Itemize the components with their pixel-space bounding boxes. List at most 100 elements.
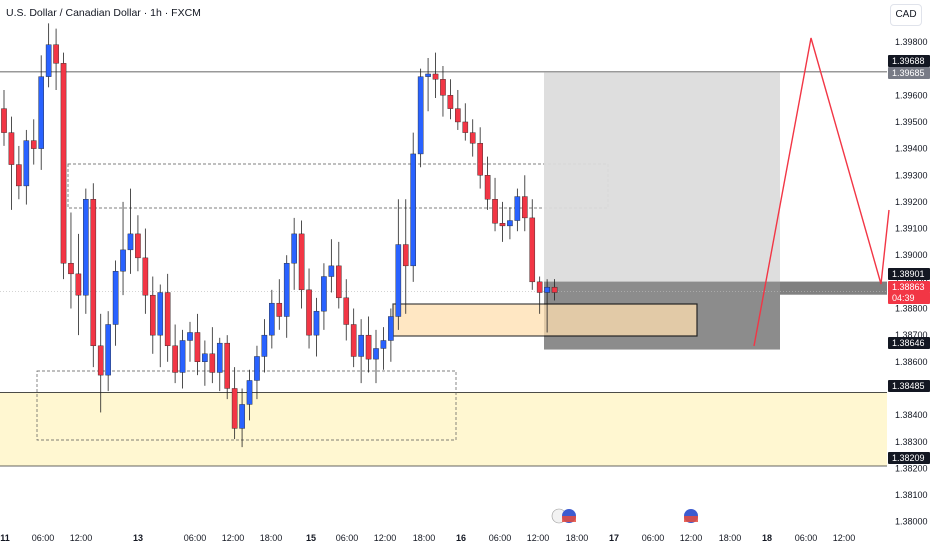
price-tag [888,337,930,349]
candle-body [254,356,260,381]
candle-body [276,302,283,317]
candle [380,327,387,370]
candle [16,145,22,200]
price-tag [888,452,930,464]
candle [276,279,283,330]
candle-body [202,353,208,362]
candle [298,220,305,309]
time-tick-label: 12:00 [833,533,856,543]
candle-body [283,262,290,317]
candle-body [410,153,417,267]
candle-body [313,310,320,336]
price-tick-label: 1.39100 [895,224,928,234]
candle-body [30,140,37,149]
candle-body [447,95,454,109]
flag-stripes [562,516,576,522]
candle-body [187,332,193,341]
currency-button[interactable]: CAD [890,4,922,26]
time-tick-label: 12:00 [222,533,245,543]
price-tag-label: 1.39685 [892,68,925,78]
candle [172,324,178,384]
candle-body [440,79,446,96]
price-tick-label: 1.39300 [895,170,928,180]
candle [358,319,364,384]
candle [75,233,82,336]
candle [120,201,126,296]
candle [224,335,231,400]
candle [291,217,297,290]
price-tag-label: 1.38646 [892,338,925,348]
time-tick-label: 12:00 [70,533,93,543]
price-tick-label: 1.38200 [895,463,928,473]
candle-body [239,404,245,429]
candle-body [417,76,424,155]
price-tick-label: 1.38600 [895,357,928,367]
candle [492,177,498,232]
flag-stripes [684,516,698,522]
candle-body [246,380,253,405]
candle-body [68,262,74,275]
candle [53,28,59,90]
candle-body [469,132,476,144]
candle [38,55,44,170]
candle [536,276,543,314]
candle-body [142,257,149,296]
candle [365,316,372,373]
time-tick-label: 18:00 [413,533,436,543]
candle [90,183,97,368]
time-tick-label: 13 [133,533,143,543]
candle [350,308,357,368]
candle-body [455,108,461,123]
candle-body [38,76,44,149]
price-tag [888,55,930,67]
candle [246,369,253,421]
candle [216,337,223,392]
candle [425,57,431,112]
candle-body [402,244,409,267]
candle [507,207,513,240]
candle [395,199,402,330]
price-tag-label: 04:39 [892,293,915,303]
time-tick-label: 06:00 [642,533,665,543]
candle-body [105,324,111,376]
candle-body [97,345,104,376]
candle [30,119,37,165]
candle-body [127,233,134,251]
price-tick-label: 1.39200 [895,197,928,207]
candle [1,89,7,146]
candle-body [157,292,164,336]
price-tick-label: 1.39400 [895,144,928,154]
time-tick-label: 18 [762,533,772,543]
time-tick-label: 06:00 [489,533,512,543]
candle [8,116,15,210]
candle-body [365,334,372,360]
candle [149,276,156,354]
candle-body [224,342,231,389]
candle [23,129,30,205]
time-tick-label: 16 [456,533,466,543]
candle-body [269,302,275,336]
time-tick-label: 18:00 [260,533,283,543]
demand-zone [0,392,887,467]
candle-body [172,345,178,373]
candle [313,297,320,357]
time-tick-label: 12:00 [374,533,397,543]
candle-body [499,223,506,227]
candle-body [179,340,186,373]
price-tag [888,268,930,280]
candle-body [492,199,498,224]
candle [261,319,268,373]
candle-body [291,233,297,264]
candle [112,260,119,346]
candle [135,215,141,272]
demand-box-dashed [36,370,457,441]
price-tag-label: 1.38485 [892,381,925,391]
price-tag [888,281,930,293]
zones-layer [0,71,887,467]
price-tick-label: 1.38700 [895,330,928,340]
candle-body [544,286,550,293]
candle-body [551,286,558,293]
candle-body [135,233,141,259]
candles-layer [1,23,558,448]
